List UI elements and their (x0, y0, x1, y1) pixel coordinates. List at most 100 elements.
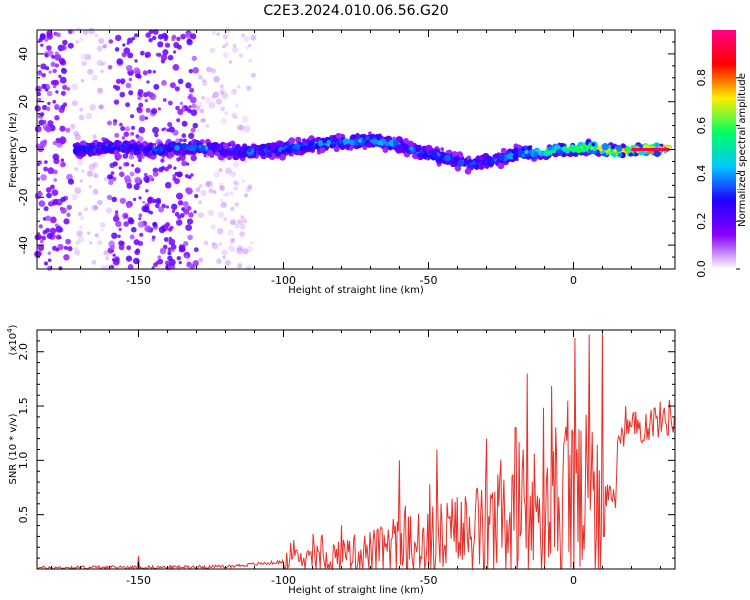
background-noise-point (114, 132, 120, 138)
background-noise-point (192, 260, 199, 267)
ridge-point (348, 139, 355, 145)
background-noise-point (114, 47, 120, 52)
ridge-point (457, 159, 465, 167)
ridge-point (90, 150, 94, 155)
ridge-point (284, 147, 291, 153)
background-noise-point (39, 33, 46, 39)
ridge-point (564, 148, 571, 154)
background-noise-point (188, 105, 192, 109)
ridge-point (85, 145, 93, 153)
ridge-point (138, 143, 145, 150)
background-noise-point (125, 162, 130, 167)
snr-x-label: Height of straight line (km) (288, 585, 424, 596)
background-noise-point (116, 58, 123, 65)
background-noise-point (58, 74, 62, 79)
background-noise-point (70, 123, 75, 128)
ridge-point (231, 143, 236, 148)
ridge-point (116, 146, 121, 151)
background-noise-point (167, 164, 173, 170)
background-noise-point (133, 239, 140, 246)
background-noise-point (152, 126, 159, 134)
ridge-point (346, 144, 350, 149)
background-noise-point (54, 51, 59, 56)
background-noise-point (114, 85, 121, 91)
background-noise-point (152, 35, 157, 41)
background-noise-point (188, 69, 193, 74)
background-noise-point (123, 131, 129, 137)
background-noise-point (191, 55, 197, 62)
background-noise-point (118, 244, 125, 251)
background-noise-point (170, 264, 176, 270)
background-noise-point (125, 64, 133, 72)
background-noise-point (115, 210, 119, 214)
background-noise-point (193, 210, 197, 214)
background-noise-point (46, 106, 51, 112)
snr-y-multiplier: (x104) (6, 324, 19, 355)
ridge-point (357, 138, 363, 143)
background-noise-point (52, 140, 57, 146)
background-noise-point (131, 125, 135, 130)
background-noise-point (60, 196, 66, 203)
background-noise-point (222, 34, 229, 40)
background-noise-point (181, 160, 188, 167)
background-noise-point (199, 108, 205, 114)
ridge-point (290, 153, 294, 157)
ridge-point (552, 149, 556, 154)
background-noise-point (208, 188, 214, 194)
background-noise-point (58, 266, 63, 271)
spectrogram-points (34, 26, 672, 272)
background-noise-point (52, 68, 57, 74)
background-noise-point (168, 258, 176, 266)
ridge-point (113, 139, 121, 147)
background-noise-point (152, 70, 156, 74)
snr-y-label: SNR (10 * v/v) (8, 413, 19, 484)
background-noise-point (163, 237, 169, 242)
background-noise-point (183, 209, 190, 215)
background-noise-point (86, 170, 94, 177)
background-noise-point (124, 214, 128, 218)
background-noise-point (59, 59, 67, 66)
ridge-point (269, 142, 277, 150)
background-noise-point (98, 87, 103, 93)
background-noise-point (193, 247, 199, 253)
background-noise-point (228, 245, 235, 253)
ridge-point (553, 152, 559, 158)
background-noise-point (119, 197, 126, 204)
background-noise-point (57, 199, 62, 204)
ridge-point (335, 132, 342, 139)
background-noise-point (36, 91, 41, 97)
x-tick-label: -50 (420, 274, 438, 287)
ridge-point (314, 145, 319, 150)
background-noise-point (212, 190, 217, 194)
background-noise-point (164, 166, 169, 172)
background-noise-point (79, 179, 83, 183)
background-noise-point (100, 62, 104, 66)
background-noise-point (92, 134, 97, 139)
background-noise-point (237, 85, 241, 89)
ridge-point (266, 145, 272, 150)
background-noise-point (161, 80, 167, 86)
x-tick-label: -150 (126, 574, 151, 587)
background-noise-point (98, 104, 103, 110)
background-noise-point (102, 43, 108, 49)
y-tick-label: -20 (17, 188, 30, 206)
background-noise-point (111, 232, 118, 239)
background-noise-point (59, 137, 67, 144)
background-noise-point (94, 34, 99, 38)
background-noise-point (91, 74, 98, 81)
background-noise-point (153, 262, 158, 268)
background-noise-point (152, 222, 156, 226)
background-noise-point (105, 207, 113, 214)
background-noise-point (102, 61, 107, 66)
background-noise-point (160, 59, 165, 64)
ridge-point (179, 138, 183, 143)
background-noise-point (102, 44, 106, 49)
ridge-point (613, 149, 617, 153)
ridge-point (427, 155, 432, 159)
background-noise-point (183, 241, 189, 247)
background-noise-point (184, 255, 188, 259)
ridge-point (371, 138, 378, 145)
background-noise-point (117, 234, 121, 238)
spectrogram-y-label: Frequency (Hz) (8, 112, 19, 188)
background-noise-point (230, 240, 234, 245)
